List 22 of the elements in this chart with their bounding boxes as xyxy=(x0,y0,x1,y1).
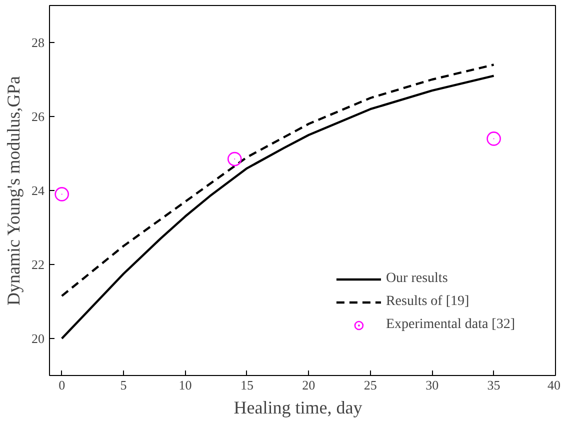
y-tick-label: 24 xyxy=(32,183,45,198)
y-tick-label: 26 xyxy=(32,109,45,124)
y-axis-title: Dynamic Young's modulus,GPa xyxy=(4,76,24,306)
x-tick-label: 25 xyxy=(364,378,377,392)
y-tick-label: 22 xyxy=(32,257,44,272)
x-tick-label: 0 xyxy=(58,378,66,392)
point xyxy=(486,132,501,146)
legend-label: Experimental data [32] xyxy=(386,317,515,333)
x-tick-label: 15 xyxy=(240,378,254,392)
point xyxy=(227,152,242,166)
x-axis-title: Healing time, day xyxy=(234,398,362,418)
y-tick-label: 28 xyxy=(32,35,44,50)
legend-label: Our results xyxy=(386,271,448,287)
x-tick-label: 10 xyxy=(178,378,192,392)
x-tick-label: 35 xyxy=(487,378,500,392)
point xyxy=(54,187,69,202)
x-tick-label: 5 xyxy=(120,378,127,392)
x-tick-label: 30 xyxy=(426,378,439,392)
y-tick-label: 20 xyxy=(32,331,44,346)
x-tick-label: 40 xyxy=(548,378,560,392)
legend-label: Results of [19] xyxy=(386,294,470,310)
x-tick-label: 20 xyxy=(302,378,316,392)
